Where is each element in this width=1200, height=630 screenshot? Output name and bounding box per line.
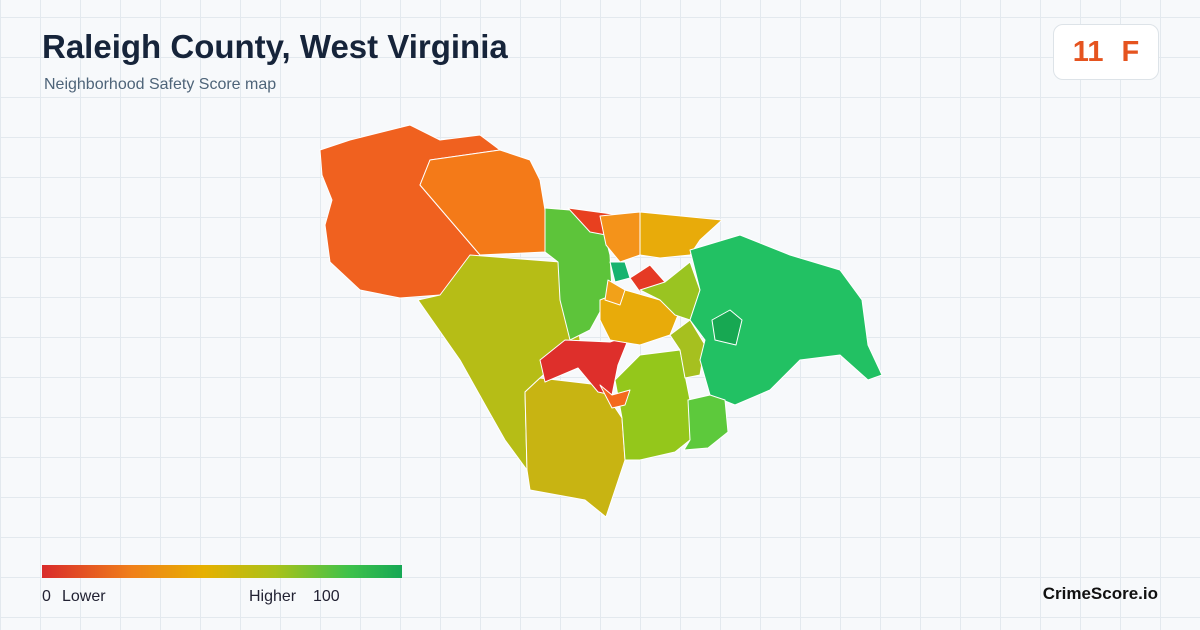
region — [689, 234, 883, 406]
region — [683, 394, 729, 451]
legend-min-label: Lower — [62, 588, 106, 605]
region — [599, 384, 631, 409]
region — [711, 309, 743, 346]
legend-max: 100 — [313, 588, 340, 605]
region — [609, 261, 631, 283]
region — [639, 211, 723, 259]
brand: CrimeScore.io — [1042, 584, 1158, 603]
region — [614, 349, 691, 461]
legend-min: 0 — [42, 588, 51, 605]
title: Raleigh County, West Virginia — [42, 28, 508, 65]
region — [539, 334, 631, 396]
region — [599, 211, 641, 263]
legend-max-label: Higher — [249, 588, 297, 605]
subtitle: Neighborhood Safety Score map — [44, 76, 277, 93]
score-grade: F — [1121, 35, 1140, 68]
score-badge: 11 F — [1053, 24, 1159, 80]
region — [604, 279, 626, 306]
score-value: 11 — [1072, 35, 1104, 68]
legend-gradient — [42, 565, 402, 578]
region — [524, 377, 626, 518]
